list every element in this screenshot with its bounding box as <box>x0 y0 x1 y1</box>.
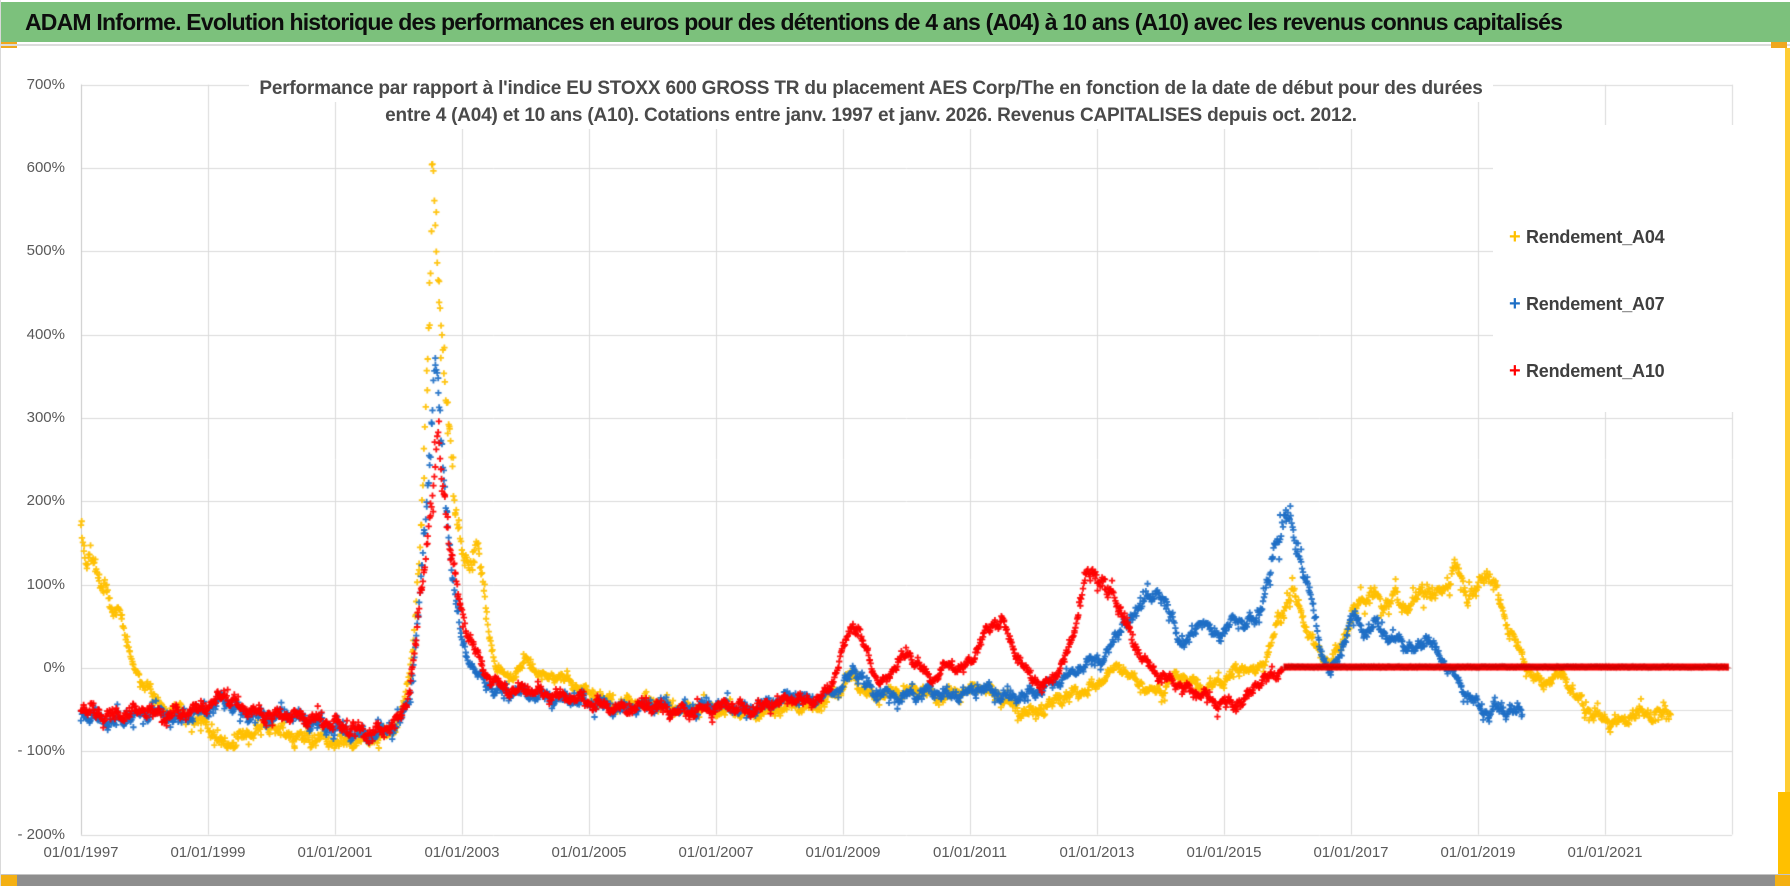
plus-marker-icon: + <box>1509 226 1521 248</box>
y-axis-tick-label: 100% <box>26 575 65 593</box>
legend-label: Rendement_A04 <box>1526 226 1665 247</box>
chart-title: Performance par rapport à l'indice EU ST… <box>81 75 1661 129</box>
chart-legend: + Rendement_A04 + Rendement_A07 + Rendem… <box>1493 125 1784 412</box>
y-axis-tick-label: 300% <box>26 409 65 426</box>
bottom-accent-left <box>1 875 17 886</box>
accent-square-right <box>1771 42 1787 48</box>
plus-marker-icon: + <box>1509 360 1521 382</box>
y-axis-tick-label: 700% <box>26 75 65 93</box>
x-axis-tick-label: 01/01/2003 <box>424 844 500 861</box>
legend-item-rendement-a07: + Rendement_A07 <box>1509 291 1665 317</box>
legend-item-rendement-a10: + Rendement_A10 <box>1509 358 1665 384</box>
chart-area: Performance par rapport à l'indice EU ST… <box>1 48 1790 874</box>
x-axis-tick-label: 01/01/2021 <box>1567 844 1643 861</box>
bottom-window-bar <box>1 874 1790 886</box>
x-axis-tick-label: 01/01/2015 <box>1186 844 1262 861</box>
y-axis-tick-label: 0% <box>43 659 65 676</box>
x-axis-tick-label: 01/01/2009 <box>805 844 881 861</box>
x-axis-tick-label: 01/01/2019 <box>1440 844 1516 861</box>
chart-title-line2: entre 4 (A04) et 10 ans (A10). Cotations… <box>375 102 1367 129</box>
legend-label: Rendement_A07 <box>1526 293 1665 314</box>
plus-marker-icon: + <box>1509 293 1521 315</box>
legend-item-rendement-a04: + Rendement_A04 <box>1509 224 1665 250</box>
x-axis-tick-label: 01/01/2011 <box>933 844 1007 861</box>
y-axis-tick-label: - 100% <box>17 742 65 760</box>
header-separator <box>1 42 1790 48</box>
legend-label: Rendement_A10 <box>1526 360 1665 381</box>
x-axis-tick-label: 01/01/1999 <box>170 844 246 861</box>
right-edge-stripe <box>1785 48 1790 874</box>
scatter-plot-canvas <box>1 48 1790 874</box>
x-axis-tick-label: 01/01/2001 <box>297 844 373 861</box>
y-axis-tick-label: 400% <box>26 325 65 343</box>
x-axis-tick-label: 01/01/2005 <box>551 844 627 861</box>
x-axis-tick-label: 01/01/1997 <box>43 844 119 861</box>
header-banner: ADAM Informe. Evolution historique des p… <box>1 2 1790 42</box>
y-axis-tick-label: 200% <box>26 492 65 510</box>
y-axis-tick-label: - 200% <box>17 825 65 843</box>
x-axis-tick-label: 01/01/2013 <box>1059 844 1135 861</box>
x-axis-tick-label: 01/01/2007 <box>678 844 754 861</box>
x-axis-tick-label: 01/01/2017 <box>1313 844 1389 861</box>
right-edge-stripe-bottom <box>1778 792 1790 874</box>
y-axis-tick-label: 500% <box>26 242 65 260</box>
bottom-accent-right <box>1775 875 1790 886</box>
separator-line <box>1 44 1790 46</box>
page-title: ADAM Informe. Evolution historique des p… <box>25 8 1563 35</box>
chart-title-line1: Performance par rapport à l'indice EU ST… <box>249 75 1493 102</box>
y-axis-tick-label: 600% <box>26 159 65 176</box>
